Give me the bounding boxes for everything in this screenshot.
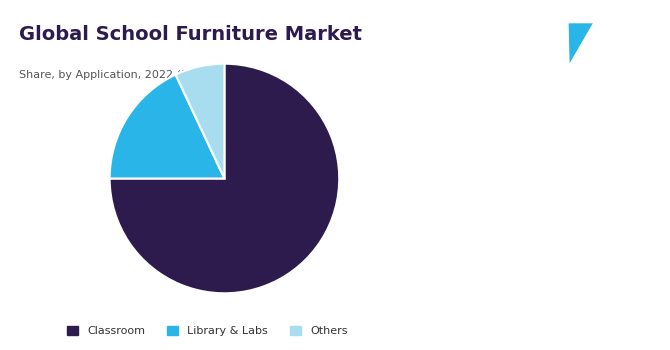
Text: Source:
www.grandviewresearch.com: Source: www.grandviewresearch.com <box>487 298 637 318</box>
Text: Share, by Application, 2022 (%): Share, by Application, 2022 (%) <box>19 70 196 80</box>
Text: Global School Furniture Market: Global School Furniture Market <box>19 25 362 43</box>
Wedge shape <box>176 64 224 178</box>
Text: Global Market Size,
2022: Global Market Size, 2022 <box>517 192 624 214</box>
Wedge shape <box>110 64 339 293</box>
Polygon shape <box>569 23 593 63</box>
Legend: Classroom, Library & Labs, Others: Classroom, Library & Labs, Others <box>62 322 352 341</box>
FancyBboxPatch shape <box>487 23 533 63</box>
Text: $4.1B: $4.1B <box>521 126 620 154</box>
Text: GRAND VIEW RESEARCH: GRAND VIEW RESEARCH <box>519 84 622 93</box>
Wedge shape <box>110 75 224 178</box>
FancyBboxPatch shape <box>604 23 651 63</box>
FancyBboxPatch shape <box>546 23 593 63</box>
